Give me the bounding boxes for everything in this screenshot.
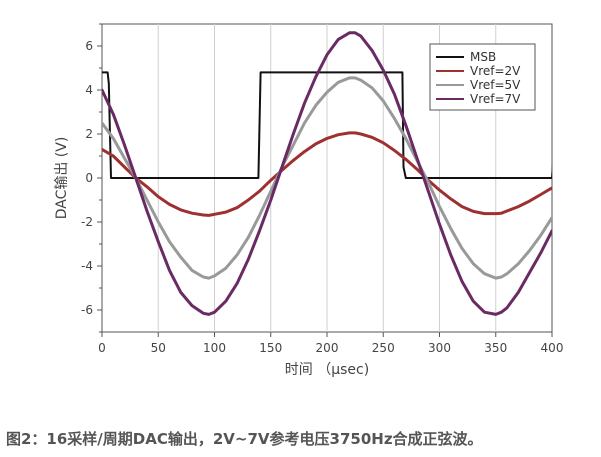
y-axis-title: DAC输出 (V) xyxy=(54,137,70,220)
series-line-2 xyxy=(102,76,552,280)
x-tick-label: 50 xyxy=(151,341,166,355)
legend-label: Vref=2V xyxy=(470,64,521,78)
legend-label: Vref=7V xyxy=(470,92,521,106)
y-tick-label: 6 xyxy=(85,39,93,53)
y-tick-label: 0 xyxy=(85,171,93,185)
x-tick-label: 400 xyxy=(541,341,564,355)
series-line-1 xyxy=(102,131,552,217)
series-lines xyxy=(102,31,552,316)
y-tick-label: 4 xyxy=(85,83,93,97)
y-tick-label: -2 xyxy=(81,215,93,229)
axis-ticks: 0 50 100 150 200 250 300 350 400 -6 -4 -2 0 2 4 6 xyxy=(81,23,564,355)
x-axis-title: 时间 （μsec) xyxy=(285,362,369,378)
x-tick-label: 100 xyxy=(203,341,226,355)
y-tick-label: 2 xyxy=(85,127,93,141)
x-tick-label: 150 xyxy=(259,341,282,355)
y-tick-label: -4 xyxy=(81,259,93,273)
series-line-3 xyxy=(102,31,552,316)
chart: 0 50 100 150 200 250 300 350 400 -6 -4 -2 0 2 4 6 时间 （μ… xyxy=(54,23,564,378)
x-tick-label: 250 xyxy=(372,341,395,355)
x-tick-label: 300 xyxy=(428,341,451,355)
figure-caption: 图2：16采样/周期DAC输出，2V~7V参考电压3750Hz合成正弦波。 xyxy=(6,430,483,448)
y-tick-label: -6 xyxy=(81,303,93,317)
legend-label: MSB xyxy=(470,50,496,64)
x-tick-label: 0 xyxy=(98,341,106,355)
x-tick-label: 350 xyxy=(484,341,507,355)
legend-label: Vref=5V xyxy=(470,78,521,92)
series-line-0 xyxy=(102,71,552,179)
x-tick-label: 200 xyxy=(316,341,339,355)
